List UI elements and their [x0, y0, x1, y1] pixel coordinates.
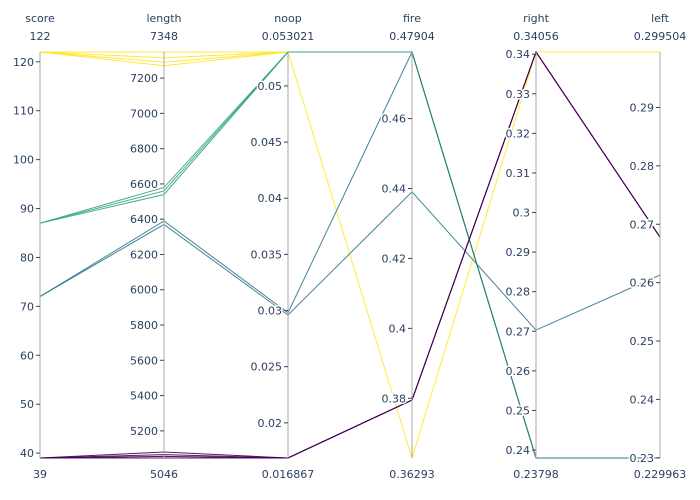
- axis-tick-label: 5400: [130, 390, 158, 403]
- axis-tick-label: 50: [20, 398, 34, 411]
- axis-tick-label: 100: [13, 154, 34, 167]
- axis-title: right: [523, 12, 550, 25]
- axis-tick-label: 0.33: [506, 88, 531, 101]
- axis-tick-label: 0.045: [251, 136, 283, 149]
- axis-tick-label: 0.44: [382, 183, 407, 196]
- axis-title: left: [651, 12, 670, 25]
- axis-noop: noop 0.053021 0.016867 0.02 0.025 0.03 0.035 0.…: [249, 12, 315, 481]
- axis-tick-label: 0.04: [258, 192, 283, 205]
- axis-tick-label: 0.38: [382, 392, 407, 405]
- data-line: [39, 50, 660, 459]
- axis-tick-label: 6600: [130, 178, 158, 191]
- axis-range-min-label: 5046: [150, 468, 178, 481]
- axis-tick-label: 0.02: [258, 417, 283, 430]
- axis-range-max-label: 0.47904: [389, 30, 435, 43]
- axis-range-max-label: 0.053021: [262, 30, 315, 43]
- axis-score: score 122 39 40 50 60 70 80 90 100 110 120: [12, 12, 56, 481]
- axis-right: right 0.34056 0.23798 0.24 0.25 0.26 0.27 0.28 0…: [504, 12, 559, 481]
- axis-length: length 7348 5046 5200 5400 5600 5800 6000 6200 64…: [129, 12, 182, 481]
- axis-title: fire: [403, 12, 421, 25]
- axis-tick-label: 0.32: [506, 127, 531, 140]
- axis-title: noop: [274, 12, 301, 25]
- axis-tick-label: 7000: [130, 107, 158, 120]
- axis-tick-label: 0.03: [258, 305, 283, 318]
- axis-fire: fire 0.47904 0.36293 0.38 0.4 0.42 0.44 0.46: [380, 12, 435, 481]
- axis-tick-label: 6200: [130, 248, 158, 261]
- axis-tick-label: 110: [13, 105, 34, 118]
- axis-tick-label: 6800: [130, 143, 158, 156]
- axis-tick-label: 80: [20, 251, 34, 264]
- axis-tick-label: 0.23: [630, 452, 655, 465]
- axis-tick-label: 0.46: [382, 113, 407, 126]
- axis-range-min-label: 39: [33, 468, 47, 481]
- axis-tick-label: 0.25: [506, 404, 531, 417]
- axis-tick-label: 5600: [130, 354, 158, 367]
- axis-tick-label: 60: [20, 349, 34, 362]
- axis-range-max-label: 0.299504: [634, 30, 687, 43]
- axis-tick-label: 0.05: [258, 80, 283, 93]
- axis-range-max-label: 7348: [150, 30, 178, 43]
- axis-tick-label: 0.34: [506, 48, 531, 61]
- data-line: [39, 51, 660, 460]
- axis-range-min-label: 0.23798: [513, 468, 559, 481]
- axis-tick-label: 0.025: [251, 361, 283, 374]
- axis-tick-label: 7200: [130, 72, 158, 85]
- axis-tick-label: 0.26: [506, 365, 531, 378]
- axis-tick-label: 0.28: [506, 286, 531, 299]
- axis-tick-label: 0.31: [506, 167, 531, 180]
- axis-tick-label: 0.24: [506, 444, 531, 457]
- axis-range-max-label: 0.34056: [513, 30, 559, 43]
- axis-tick-label: 120: [13, 56, 34, 69]
- axes: score 122 39 40 50 60 70 80 90 100 110 120 length 734…: [12, 12, 687, 481]
- axis-range-min-label: 0.229963: [634, 468, 687, 481]
- axis-tick-label: 0.035: [251, 248, 283, 261]
- data-line: [39, 191, 661, 331]
- axis-tick-label: 5800: [130, 319, 158, 332]
- data-lines: [39, 50, 661, 460]
- axis-tick-label: 0.29: [630, 101, 655, 114]
- axis-tick-label: 40: [20, 447, 34, 460]
- axis-tick-label: 6000: [130, 284, 158, 297]
- axis-tick-label: 0.42: [382, 252, 407, 265]
- axis-title: score: [25, 12, 55, 25]
- axis-tick-label: 5200: [130, 425, 158, 438]
- axis-title: length: [146, 12, 181, 25]
- axis-tick-label: 0.3: [513, 207, 531, 220]
- axis-tick-label: 0.27: [630, 218, 655, 231]
- axis-tick-label: 0.26: [630, 277, 655, 290]
- axis-tick-label: 0.27: [506, 325, 531, 338]
- axis-tick-label: 70: [20, 300, 34, 313]
- axis-tick-label: 0.4: [389, 322, 407, 335]
- axis-range-min-label: 0.016867: [262, 468, 315, 481]
- axis-tick-label: 0.29: [506, 246, 531, 259]
- axis-tick-label: 6400: [130, 213, 158, 226]
- axis-tick-label: 0.24: [630, 393, 655, 406]
- axis-range-min-label: 0.36293: [389, 468, 435, 481]
- axis-tick-label: 0.25: [630, 335, 655, 348]
- axis-tick-label: 90: [20, 203, 34, 216]
- axis-tick-label: 0.28: [630, 160, 655, 173]
- data-line: [40, 50, 661, 459]
- axis-range-max-label: 122: [30, 30, 51, 43]
- axis-left: left 0.299504 0.229963 0.23 0.24 0.25 0.26 0.27…: [628, 12, 687, 481]
